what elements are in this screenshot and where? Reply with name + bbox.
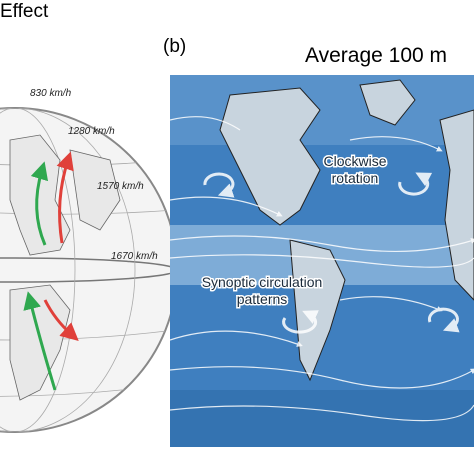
annotation: patterns	[237, 291, 288, 307]
annotation: rotation	[332, 170, 379, 186]
panel-b-title: Average 100 m	[305, 44, 447, 67]
annotation: Synoptic circulation	[202, 274, 323, 290]
speed-label: 1280 km/h	[68, 126, 115, 137]
annotation: Clockwise	[323, 153, 386, 169]
speed-label: 1570 km/h	[97, 181, 144, 192]
speed-label: 1670 km/h	[111, 251, 158, 262]
panel-label: (b)	[163, 36, 186, 57]
speed-label: 830 km/h	[30, 88, 72, 99]
panel-a-title: Effect	[0, 1, 49, 22]
globe	[0, 107, 178, 433]
wind-map	[170, 75, 474, 447]
